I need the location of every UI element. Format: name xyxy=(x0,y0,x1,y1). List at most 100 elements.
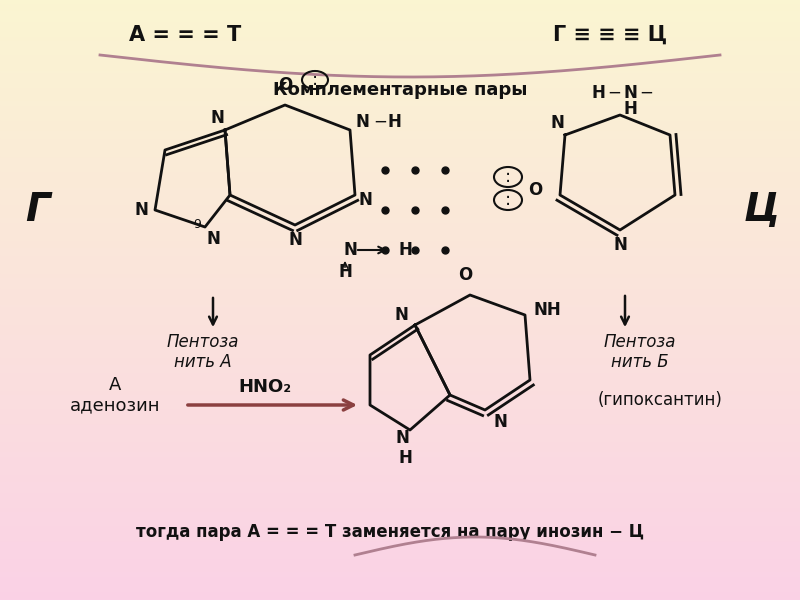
Bar xyxy=(0,141,800,144)
Bar xyxy=(0,348,800,351)
Bar xyxy=(0,216,800,219)
Bar xyxy=(0,540,800,543)
Text: Ц: Ц xyxy=(744,191,780,229)
Bar xyxy=(0,114,800,117)
Bar xyxy=(0,495,800,498)
Bar xyxy=(0,360,800,363)
Bar xyxy=(0,174,800,177)
Bar xyxy=(0,468,800,471)
Bar xyxy=(0,549,800,552)
Bar xyxy=(0,258,800,261)
Bar xyxy=(0,117,800,120)
Bar xyxy=(0,399,800,402)
Bar xyxy=(0,72,800,75)
Text: HNO₂: HNO₂ xyxy=(238,378,291,396)
Bar xyxy=(0,159,800,162)
Bar xyxy=(0,51,800,54)
Bar xyxy=(0,192,800,195)
Bar xyxy=(0,555,800,558)
Bar xyxy=(0,402,800,405)
Text: Пентоза
нить Б: Пентоза нить Б xyxy=(604,332,676,371)
Bar xyxy=(0,291,800,294)
Text: N: N xyxy=(493,413,507,431)
Bar xyxy=(0,84,800,87)
Text: H: H xyxy=(623,100,637,118)
Text: N: N xyxy=(343,241,357,259)
Bar xyxy=(0,510,800,513)
Bar xyxy=(0,189,800,192)
Text: N: N xyxy=(613,236,627,254)
Bar xyxy=(0,297,800,300)
Bar xyxy=(0,6,800,9)
Text: −: − xyxy=(639,84,653,102)
Text: тогда пара А = = = Т заменяется на пару инозин − Ц: тогда пара А = = = Т заменяется на пару … xyxy=(136,523,644,541)
Bar xyxy=(0,363,800,366)
Bar xyxy=(0,0,800,3)
Text: N: N xyxy=(288,231,302,249)
Bar xyxy=(0,123,800,126)
Text: Пентоза
нить А: Пентоза нить А xyxy=(166,332,239,371)
Bar xyxy=(0,546,800,549)
Bar xyxy=(0,33,800,36)
Bar xyxy=(0,39,800,42)
Bar xyxy=(0,207,800,210)
Bar xyxy=(0,57,800,60)
Bar xyxy=(0,504,800,507)
Bar xyxy=(0,525,800,528)
Bar xyxy=(0,198,800,201)
Bar xyxy=(0,333,800,336)
Bar xyxy=(0,570,800,573)
Bar xyxy=(0,453,800,456)
Bar xyxy=(0,537,800,540)
Text: :: : xyxy=(505,191,511,209)
Bar xyxy=(0,153,800,156)
Text: NH: NH xyxy=(533,301,561,319)
Text: N: N xyxy=(355,113,369,131)
Bar xyxy=(0,582,800,585)
Bar xyxy=(0,240,800,243)
Bar xyxy=(0,591,800,594)
Bar xyxy=(0,327,800,330)
Bar xyxy=(0,384,800,387)
Bar xyxy=(0,93,800,96)
Text: :: : xyxy=(312,71,318,89)
Bar xyxy=(0,225,800,228)
Bar xyxy=(0,102,800,105)
Bar xyxy=(0,18,800,21)
Bar xyxy=(0,420,800,423)
Bar xyxy=(0,48,800,51)
Bar xyxy=(0,342,800,345)
Text: N: N xyxy=(134,201,148,219)
Bar xyxy=(0,423,800,426)
Bar xyxy=(0,261,800,264)
Bar xyxy=(0,231,800,234)
Bar xyxy=(0,483,800,486)
Bar xyxy=(0,195,800,198)
Bar xyxy=(0,486,800,489)
Text: O: O xyxy=(458,266,472,284)
Bar xyxy=(0,36,800,39)
Bar xyxy=(0,516,800,519)
Bar xyxy=(0,252,800,255)
Text: А
аденозин: А аденозин xyxy=(70,376,160,415)
Bar xyxy=(0,552,800,555)
Bar xyxy=(0,105,800,108)
Bar xyxy=(0,396,800,399)
Bar xyxy=(0,45,800,48)
Bar xyxy=(0,15,800,18)
Bar xyxy=(0,87,800,90)
Bar xyxy=(0,507,800,510)
Bar xyxy=(0,561,800,564)
Bar xyxy=(0,480,800,483)
Text: H: H xyxy=(338,263,352,281)
Bar xyxy=(0,234,800,237)
Bar xyxy=(0,345,800,348)
Text: 9: 9 xyxy=(193,217,201,230)
Bar xyxy=(0,459,800,462)
Bar xyxy=(0,477,800,480)
Text: А = = = Т: А = = = Т xyxy=(129,25,241,45)
Bar xyxy=(0,372,800,375)
Text: N: N xyxy=(210,109,224,127)
Bar xyxy=(0,441,800,444)
Text: −: − xyxy=(373,113,387,131)
